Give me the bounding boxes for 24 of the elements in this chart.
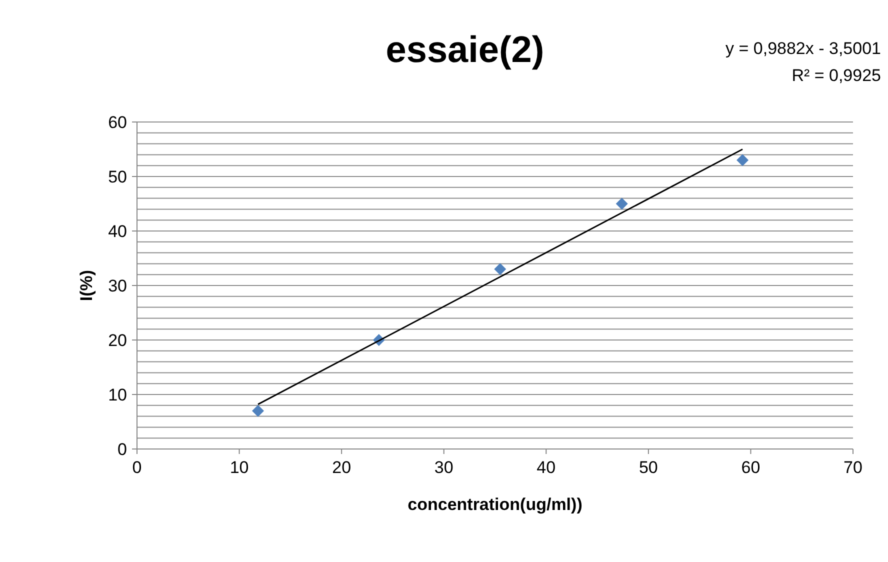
y-tick-label: 20: [108, 330, 127, 350]
chart-title: essaie(2): [386, 29, 544, 70]
x-tick-label: 70: [844, 458, 862, 477]
x-tick-label: 30: [434, 458, 454, 477]
x-tick-label: 0: [132, 458, 142, 477]
text: R² = 0,9925: [792, 66, 881, 85]
point: [252, 404, 264, 417]
y-tick-label: 60: [108, 112, 127, 132]
point: [736, 154, 749, 166]
y-tick-label: 50: [108, 167, 127, 186]
x-tick-label: 40: [536, 458, 556, 477]
y-axis-title: I(%): [77, 270, 96, 302]
y-tick-label: 30: [108, 276, 127, 296]
x-tick-label: 60: [741, 458, 760, 477]
y-tick-label: 40: [108, 222, 127, 241]
x-tick-label: 10: [230, 458, 249, 477]
y-tick-label: 10: [108, 385, 127, 404]
x-axis-title: concentration(ug/ml)): [408, 495, 582, 514]
y-tick-label: 0: [118, 440, 127, 459]
point: [494, 263, 506, 276]
point: [616, 198, 628, 210]
x-tick-label: 50: [638, 458, 658, 477]
x-tick-label: 20: [332, 458, 352, 477]
text: y = 0,9882x - 3,5001: [726, 39, 881, 58]
